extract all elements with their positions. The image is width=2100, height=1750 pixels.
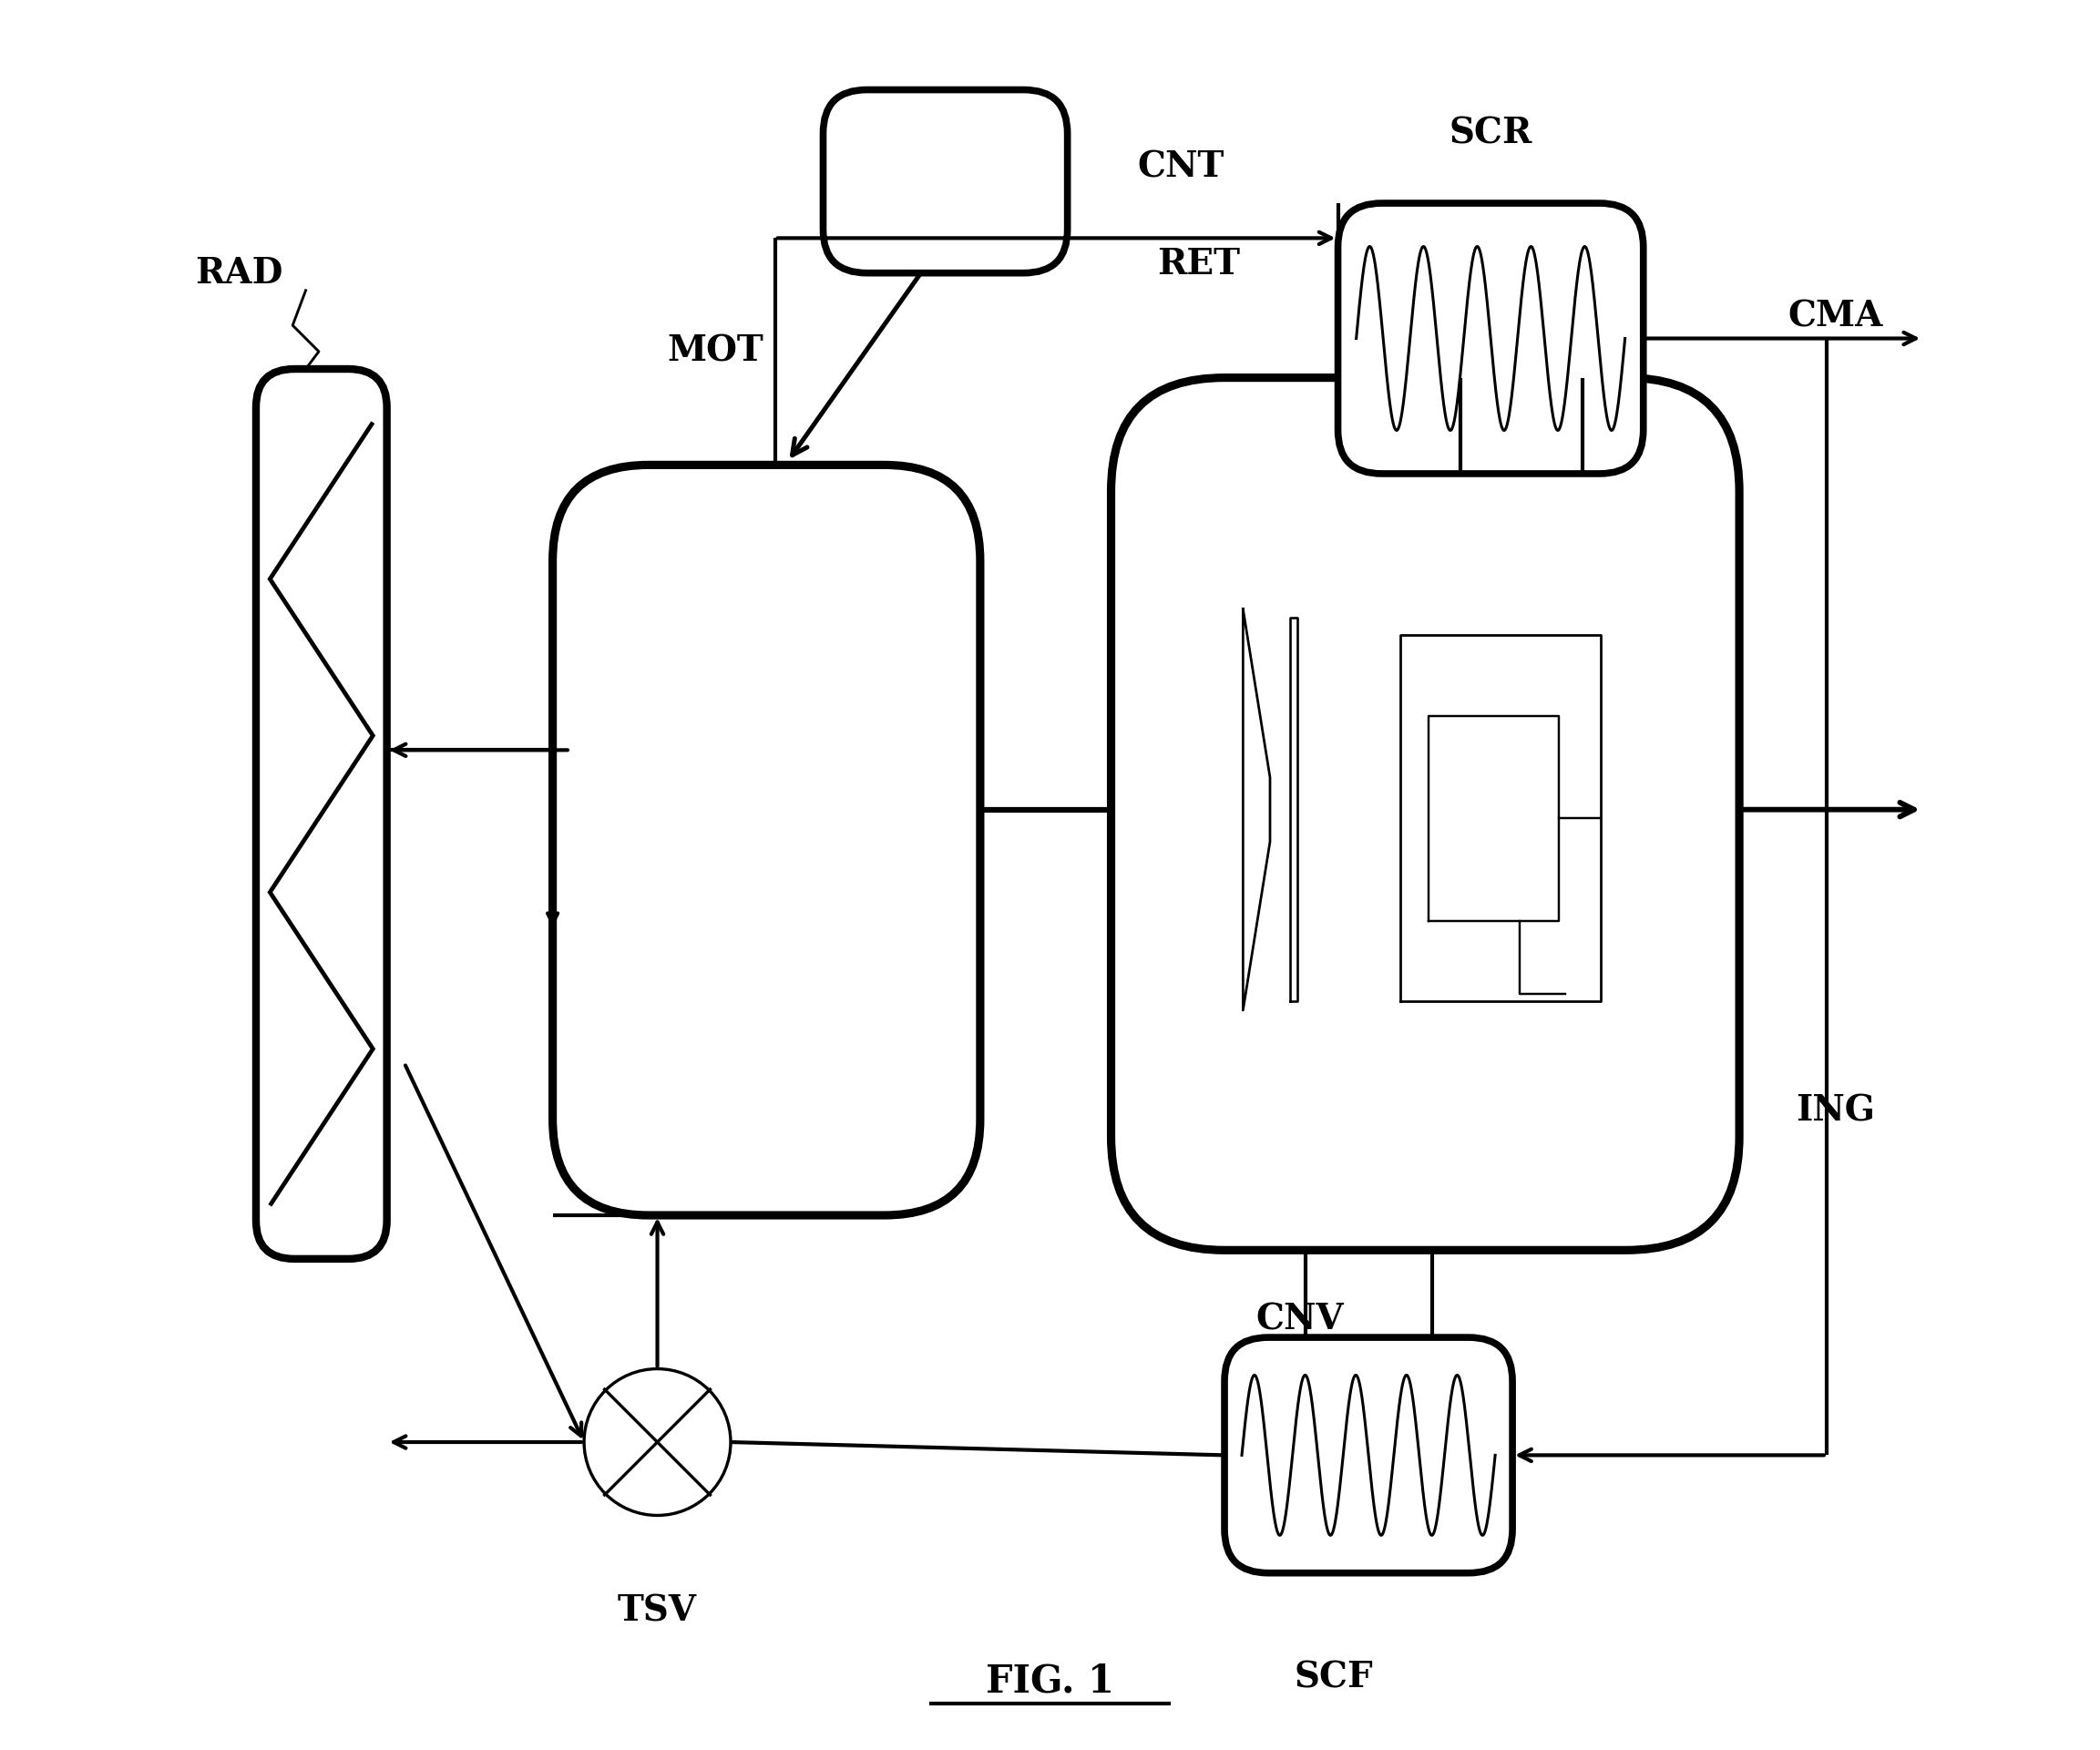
FancyBboxPatch shape — [256, 369, 386, 1258]
Text: FIG. 1: FIG. 1 — [985, 1662, 1115, 1701]
FancyBboxPatch shape — [1224, 1337, 1512, 1573]
Polygon shape — [1289, 618, 1298, 1001]
Text: ING: ING — [1796, 1094, 1875, 1129]
Text: CNV: CNV — [1256, 1302, 1344, 1337]
Text: RET: RET — [1157, 247, 1241, 282]
Text: SCF: SCF — [1294, 1661, 1373, 1696]
Text: SCR: SCR — [1449, 116, 1533, 150]
FancyBboxPatch shape — [1111, 378, 1739, 1250]
FancyBboxPatch shape — [823, 89, 1067, 273]
Text: TSV: TSV — [617, 1594, 697, 1629]
FancyBboxPatch shape — [552, 466, 981, 1214]
Text: CNT: CNT — [1138, 149, 1224, 184]
Text: CMA: CMA — [1787, 299, 1884, 334]
Text: RAD: RAD — [195, 256, 281, 290]
Polygon shape — [1243, 609, 1270, 1010]
FancyBboxPatch shape — [1338, 203, 1644, 474]
Text: MOT: MOT — [668, 334, 762, 369]
